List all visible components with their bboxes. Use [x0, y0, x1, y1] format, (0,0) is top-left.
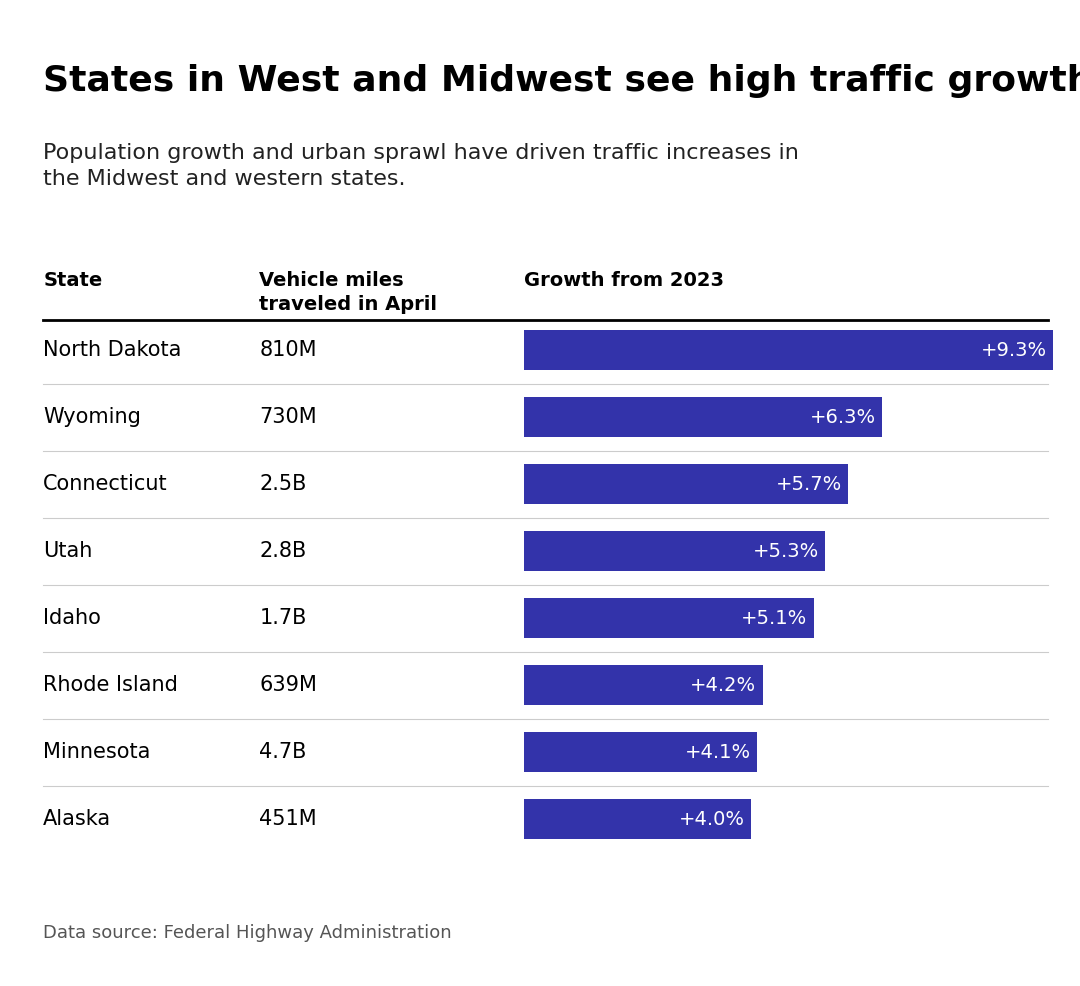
Text: Data source: Federal Highway Administration: Data source: Federal Highway Administrat…: [43, 924, 451, 942]
Text: Growth from 2023: Growth from 2023: [524, 271, 724, 290]
Text: 1.7B: 1.7B: [259, 608, 307, 628]
Text: North Dakota: North Dakota: [43, 340, 181, 360]
Text: +4.0%: +4.0%: [679, 810, 745, 829]
Text: 2.5B: 2.5B: [259, 474, 307, 494]
FancyBboxPatch shape: [524, 666, 762, 705]
FancyBboxPatch shape: [524, 733, 757, 772]
Text: Alaska: Alaska: [43, 810, 111, 829]
Text: +5.7%: +5.7%: [775, 474, 841, 494]
Text: Rhode Island: Rhode Island: [43, 675, 178, 695]
Text: +9.3%: +9.3%: [981, 340, 1047, 360]
Text: Utah: Utah: [43, 541, 93, 561]
Text: 810M: 810M: [259, 340, 316, 360]
Text: 730M: 730M: [259, 407, 316, 427]
Text: +5.3%: +5.3%: [753, 541, 819, 561]
Text: +4.2%: +4.2%: [690, 675, 756, 695]
FancyBboxPatch shape: [524, 397, 882, 437]
Text: 4.7B: 4.7B: [259, 742, 307, 762]
Text: +4.1%: +4.1%: [685, 742, 751, 762]
Text: 2.8B: 2.8B: [259, 541, 307, 561]
Text: State: State: [43, 271, 103, 290]
Text: Wyoming: Wyoming: [43, 407, 141, 427]
FancyBboxPatch shape: [524, 800, 752, 839]
Text: 451M: 451M: [259, 810, 316, 829]
Text: Population growth and urban sprawl have driven traffic increases in
the Midwest : Population growth and urban sprawl have …: [43, 143, 799, 189]
Text: Idaho: Idaho: [43, 608, 102, 628]
FancyBboxPatch shape: [524, 599, 814, 638]
Text: +6.3%: +6.3%: [810, 407, 876, 427]
Text: Vehicle miles
traveled in April: Vehicle miles traveled in April: [259, 271, 437, 314]
FancyBboxPatch shape: [524, 330, 1053, 370]
Text: +5.1%: +5.1%: [741, 608, 808, 628]
Text: States in West and Midwest see high traffic growth: States in West and Midwest see high traf…: [43, 64, 1080, 98]
FancyBboxPatch shape: [524, 531, 825, 571]
Text: 639M: 639M: [259, 675, 318, 695]
Text: Connecticut: Connecticut: [43, 474, 167, 494]
FancyBboxPatch shape: [524, 464, 848, 504]
Text: Minnesota: Minnesota: [43, 742, 150, 762]
